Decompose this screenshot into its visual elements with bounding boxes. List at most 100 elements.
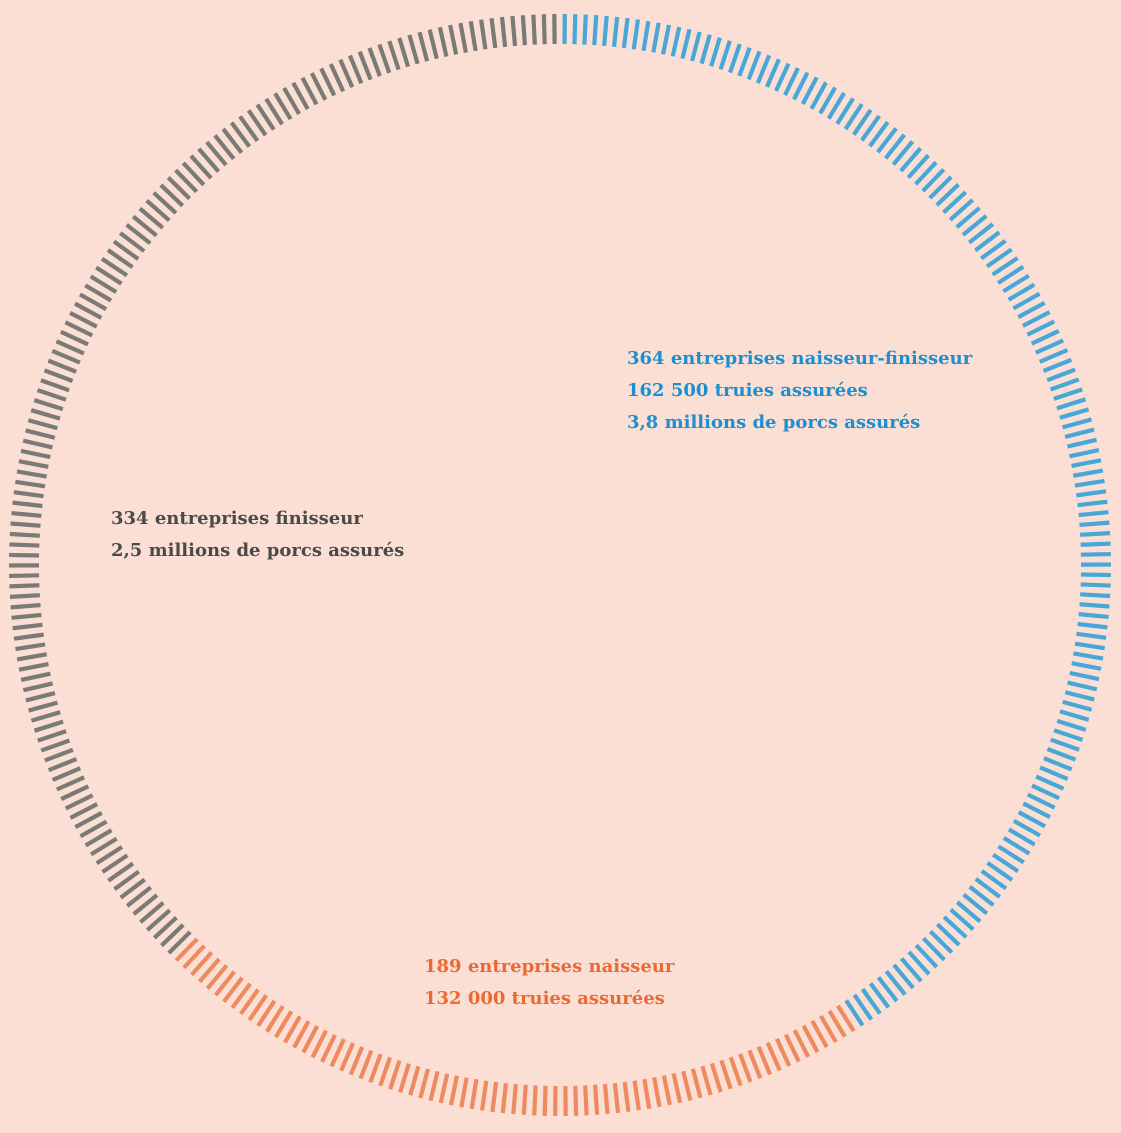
ring-tick-naisseur-finisseur [1049, 377, 1080, 392]
ring-tick-finisseur [90, 836, 118, 857]
ring-tick-naisseur-finisseur [1007, 827, 1036, 847]
ring-tick-naisseur-finisseur [996, 264, 1025, 285]
ring-tick-finisseur [112, 239, 140, 261]
ring-tick-naisseur [774, 1037, 792, 1067]
ring-tick-naisseur [398, 1062, 411, 1093]
ring-tick-finisseur [213, 134, 236, 161]
ring-tick-naisseur [756, 1045, 772, 1076]
ring-tick-finisseur [152, 191, 178, 215]
ring-tick-naisseur [827, 1009, 847, 1038]
ring-tick-naisseur [190, 951, 214, 977]
ring-tick-naisseur-finisseur [1073, 651, 1104, 661]
ring-tick-naisseur-finisseur [641, 20, 651, 52]
ring-tick-finisseur [348, 54, 364, 85]
ring-tick-naisseur [213, 970, 237, 997]
ring-tick-finisseur [69, 802, 99, 820]
ring-tick-naisseur-finisseur [980, 869, 1008, 891]
ring-tick-naisseur-finisseur [728, 43, 742, 74]
ring-tick-finisseur [16, 652, 48, 662]
ring-tick-finisseur [238, 115, 260, 143]
ring-tick-finisseur [167, 930, 192, 955]
ring-tick-finisseur [264, 97, 284, 126]
ring-tick-naisseur [292, 1020, 311, 1049]
ring-tick-naisseur-finisseur [718, 40, 732, 71]
ring-tick-finisseur [95, 265, 123, 286]
ring-tick-finisseur [338, 58, 355, 89]
ring-tick-naisseur [602, 1083, 610, 1115]
ring-tick-naisseur-finisseur [962, 892, 989, 916]
ring-tick-naisseur-finisseur [1061, 417, 1092, 430]
ring-tick-naisseur-finisseur [892, 963, 915, 990]
ring-tick-naisseur-finisseur [949, 908, 975, 932]
ring-tick-naisseur-finisseur [737, 46, 752, 77]
ring-tick-naisseur-finisseur [1002, 836, 1031, 856]
ring-tick-finisseur [9, 542, 40, 548]
ring-tick-finisseur [100, 256, 129, 278]
ring-tick-naisseur-finisseur [907, 950, 931, 976]
ring-tick-naisseur-finisseur [611, 16, 620, 48]
ring-tick-finisseur [51, 766, 82, 782]
ring-tick-naisseur [174, 937, 199, 962]
ring-tick-naisseur-finisseur [1050, 737, 1080, 752]
ring-tick-naisseur [652, 1077, 662, 1108]
ring-tick-naisseur-finisseur [942, 190, 968, 214]
ring-tick-naisseur-finisseur [1038, 348, 1069, 364]
ring-tick-naisseur [521, 1084, 528, 1115]
ring-tick-finisseur [43, 368, 74, 383]
ring-tick-finisseur [125, 223, 152, 245]
ring-tick-finisseur [125, 885, 153, 908]
ring-tick-naisseur-finisseur [991, 256, 1019, 277]
ring-tick-finisseur [22, 438, 53, 450]
ring-tick-finisseur [9, 552, 40, 558]
label-naisseur-finisseur: 364 entreprises naisseur-finisseur 162 5… [627, 343, 972, 439]
ring-tick-naisseur-finisseur [1069, 670, 1100, 682]
ring-tick-naisseur [230, 982, 252, 1010]
ring-tick-naisseur-finisseur [843, 102, 864, 131]
ring-tick-finisseur [20, 671, 51, 683]
ring-tick-finisseur [73, 301, 103, 320]
ring-tick-finisseur [40, 378, 70, 393]
ring-tick-naisseur-finisseur [914, 160, 938, 186]
ring-tick-naisseur [283, 1015, 302, 1044]
ring-tick-naisseur [310, 1029, 328, 1059]
ring-tick-finisseur [520, 15, 527, 46]
ring-tick-finisseur [55, 775, 86, 792]
ring-tick-naisseur [593, 1084, 600, 1115]
ring-tick-naisseur-finisseur [1079, 520, 1110, 528]
ring-tick-naisseur-finisseur [792, 71, 810, 101]
ring-tick-naisseur-finisseur [852, 993, 874, 1021]
ring-tick-naisseur-finisseur [1035, 774, 1065, 791]
ring-tick-finisseur [448, 24, 459, 55]
ring-tick-finisseur [131, 214, 158, 238]
ring-tick-naisseur-finisseur [921, 168, 946, 193]
ring-tick-naisseur-finisseur [631, 19, 641, 50]
ring-tick-finisseur [107, 861, 135, 883]
ring-tick-naisseur [690, 1068, 703, 1099]
label-naisseur-finisseur-line-1: 364 entreprises naisseur-finisseur [627, 348, 973, 369]
ring-tick-finisseur [118, 231, 146, 253]
ring-tick-naisseur-finisseur [1080, 531, 1111, 537]
ring-tick-finisseur [160, 923, 185, 948]
ring-tick-naisseur [205, 964, 229, 990]
ring-tick-naisseur-finisseur [1026, 319, 1056, 337]
ring-tick-finisseur [27, 418, 58, 431]
ring-tick-finisseur [25, 691, 56, 703]
ring-tick-naisseur-finisseur [1071, 458, 1102, 469]
ring-tick-finisseur [30, 710, 61, 723]
ring-tick-naisseur-finisseur [1022, 801, 1051, 819]
ring-tick-naisseur-finisseur [860, 987, 882, 1015]
ring-tick-naisseur-finisseur [1046, 367, 1076, 383]
ring-tick-finisseur [101, 853, 129, 874]
ring-tick-naisseur-finisseur [1017, 810, 1047, 829]
ring-tick-naisseur-finisseur [1007, 282, 1036, 302]
ring-tick-naisseur-finisseur [914, 943, 939, 969]
ring-tick-naisseur [182, 944, 206, 970]
ring-tick-finisseur [18, 459, 49, 469]
ring-tick-naisseur-finisseur [1031, 783, 1061, 801]
ring-tick-finisseur [15, 642, 46, 652]
ring-tick-naisseur-finisseur [1080, 582, 1111, 588]
label-finisseur-line-1: 334 entreprises finisseur [111, 508, 363, 529]
ring-tick-naisseur [301, 1025, 320, 1054]
ring-tick-finisseur [499, 16, 508, 48]
